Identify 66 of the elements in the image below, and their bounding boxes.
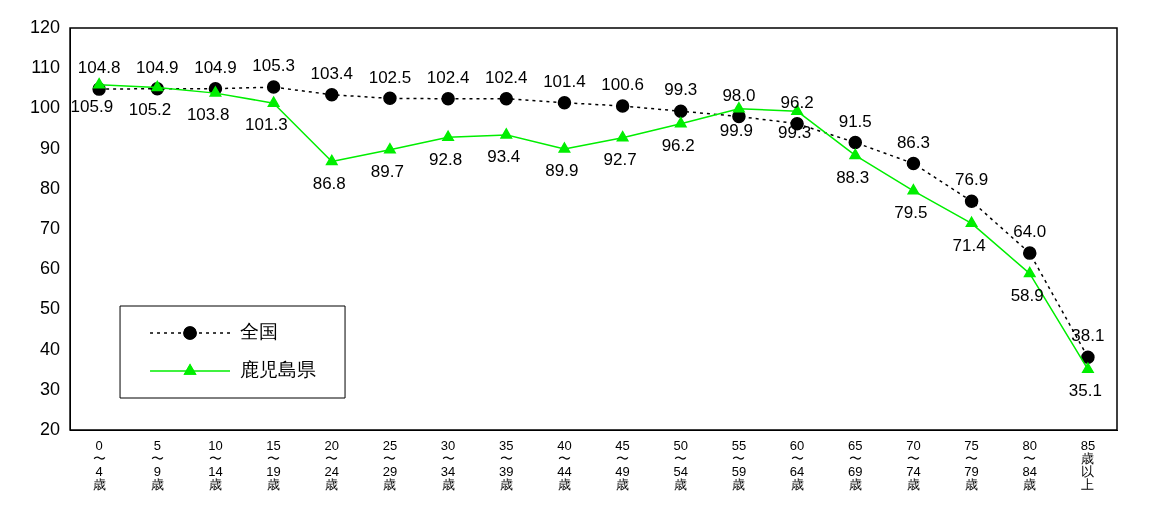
y-tick-label: 100 (29, 97, 61, 118)
x-tick-label: 45〜49歳 (615, 438, 630, 493)
data-label: 93.4 (487, 147, 521, 167)
data-label: 99.3 (664, 80, 698, 100)
data-label: 89.7 (370, 161, 404, 181)
y-tick-label: 20 (40, 418, 61, 439)
data-label: 96.2 (661, 135, 695, 155)
y-tick-label: 70 (40, 217, 61, 238)
x-tick-label: 75〜79歳 (964, 438, 979, 493)
x-tick-label: 35〜39歳 (499, 438, 514, 493)
data-label: 89.9 (545, 161, 579, 181)
x-tick-label: 70〜74歳 (906, 438, 921, 493)
data-label: 101.4 (543, 71, 586, 91)
data-label: 71.4 (952, 235, 986, 255)
y-tick-label: 60 (40, 258, 61, 279)
y-tick-label: 80 (40, 177, 61, 198)
x-tick-label: 60〜64歳 (789, 438, 805, 493)
data-label: 105.9 (70, 96, 114, 116)
x-tick-label: 55〜59歳 (731, 438, 747, 493)
data-label: 101.3 (245, 115, 288, 135)
x-tick-label: 80〜84歳 (1022, 438, 1037, 493)
x-tick-label: 15〜19歳 (266, 438, 281, 493)
legend-label: 鹿児島県 (240, 359, 317, 381)
data-label: 38.1 (1071, 326, 1105, 346)
x-tick-label: 20〜24歳 (324, 438, 340, 493)
data-label: 76.9 (955, 170, 989, 190)
data-label: 92.7 (603, 149, 637, 169)
data-label: 98.0 (722, 85, 756, 105)
data-label: 105.3 (252, 56, 295, 76)
x-tick-label: 50〜54歳 (673, 438, 688, 493)
data-label: 92.8 (429, 149, 463, 169)
data-label: 35.1 (1068, 381, 1102, 401)
data-label: 105.2 (128, 99, 172, 119)
data-label: 79.5 (894, 203, 928, 222)
data-label: 86.3 (896, 132, 930, 152)
data-label: 103.8 (186, 105, 230, 125)
y-tick-label: 110 (31, 57, 61, 78)
data-label: 102.4 (426, 67, 470, 87)
x-tick-label: 10〜14歳 (208, 438, 223, 493)
data-label: 102.4 (485, 67, 528, 87)
x-tick-label: 65〜69歳 (848, 438, 863, 493)
data-label: 100.6 (601, 75, 644, 95)
data-label: 91.5 (838, 111, 872, 131)
x-tick-label: 40〜44歳 (557, 438, 572, 493)
data-label: 58.9 (1010, 285, 1044, 305)
y-tick-label: 90 (40, 137, 61, 158)
y-tick-label: 50 (40, 298, 61, 319)
data-label: 104.9 (194, 57, 237, 77)
data-label: 86.8 (312, 173, 346, 193)
data-label: 103.4 (310, 63, 354, 83)
data-label: 99.9 (719, 120, 753, 140)
data-label: 64.0 (1013, 222, 1047, 242)
y-tick-label: 120 (29, 16, 61, 37)
data-label: 102.5 (368, 67, 412, 87)
x-tick-label: 25〜29歳 (382, 438, 398, 493)
data-label: 88.3 (836, 167, 870, 187)
y-tick-label: 40 (40, 338, 61, 359)
legend-label: 全国 (240, 321, 279, 343)
x-tick-label: 30〜34歳 (440, 438, 456, 493)
data-label: 104.8 (77, 58, 121, 78)
data-label: 104.9 (136, 57, 179, 77)
x-tick-label: 0〜4歳 (92, 438, 106, 493)
x-tick-label: 5〜9歳 (150, 438, 164, 493)
data-label: 96.2 (780, 92, 814, 112)
x-tick-label: 85歳以上 (1080, 438, 1096, 493)
y-tick-label: 30 (40, 378, 61, 399)
